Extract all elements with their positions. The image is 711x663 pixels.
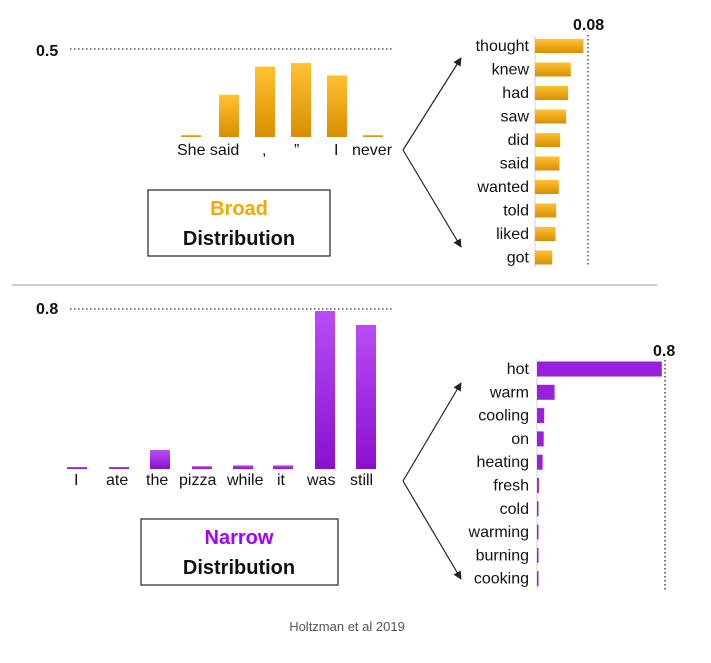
token-i-2: I <box>74 472 78 489</box>
broad-next-label-6: wanted <box>476 179 529 196</box>
narrow-next-label-9: cooking <box>474 571 529 588</box>
narrow-arrow-down <box>402 480 462 580</box>
narrow-next-bar-4 <box>537 454 543 470</box>
broad-next-bar-2 <box>535 86 569 100</box>
broad-next-bar-1 <box>535 62 571 77</box>
broad-ymax-label: 0.5 <box>36 43 58 60</box>
broad-next-label-9: got <box>507 250 530 267</box>
broad-bar-0 <box>181 135 201 137</box>
broad-bar-3 <box>291 63 311 137</box>
narrow-label-word: Narrow <box>205 527 274 549</box>
broad-next-label-5: said <box>500 156 529 173</box>
broad-panel: 0.5 She said , ” I never Broad Distribut… <box>36 17 604 268</box>
narrow-next-bar-9 <box>537 571 539 587</box>
narrow-bar-6 <box>315 311 335 469</box>
narrow-next-token-bars: hot warm cooling on heating fresh cold warming b… <box>468 359 662 589</box>
broad-label-box <box>147 189 331 257</box>
narrow-next-bar-8 <box>537 547 539 563</box>
narrow-next-label-7: warming <box>468 524 529 541</box>
narrow-next-bar-5 <box>537 478 539 493</box>
narrow-bar-5 <box>273 465 293 469</box>
broad-arrow-down <box>402 149 462 248</box>
broad-next-xmax-label: 0.08 <box>573 17 604 34</box>
token-was: was <box>306 472 335 489</box>
broad-next-label-7: told <box>503 203 529 220</box>
narrow-next-bar-7 <box>537 524 539 540</box>
narrow-next-label-4: heating <box>477 454 530 471</box>
broad-label-word: Broad <box>210 198 268 220</box>
token-it: it <box>277 472 286 489</box>
broad-next-label-3: saw <box>501 109 530 126</box>
narrow-next-label-0: hot <box>507 361 530 378</box>
broad-next-label-1: knew <box>492 62 530 79</box>
narrow-next-label-5: fresh <box>493 478 529 495</box>
narrow-bar-3 <box>192 466 212 469</box>
narrow-next-label-8: burning <box>476 547 529 564</box>
broad-next-bar-0 <box>535 39 584 53</box>
narrow-bar-4 <box>233 465 253 469</box>
broad-arrow-up <box>402 57 462 151</box>
token-the: the <box>146 472 168 489</box>
narrow-label-box <box>140 518 339 586</box>
token-ate: ate <box>106 472 128 489</box>
token-she-said: She said <box>177 142 239 159</box>
narrow-bar-0 <box>67 467 87 469</box>
narrow-next-label-2: cooling <box>478 408 529 425</box>
broad-bars <box>181 63 383 137</box>
narrow-bars <box>67 311 376 469</box>
broad-bar-2 <box>255 66 275 137</box>
broad-next-bar-5 <box>535 156 560 171</box>
broad-next-bar-4 <box>535 133 561 147</box>
narrow-next-label-3: on <box>511 431 529 448</box>
broad-next-bar-6 <box>535 180 559 194</box>
narrow-next-xmax-label: 0.8 <box>653 343 675 360</box>
narrow-bar-7 <box>356 325 376 469</box>
narrow-ymax-label: 0.8 <box>36 301 58 318</box>
broad-next-bar-9 <box>535 250 553 265</box>
broad-bar-1 <box>219 94 239 137</box>
token-still: still <box>350 472 373 489</box>
broad-next-bar-3 <box>535 109 567 124</box>
token-never: never <box>352 142 393 159</box>
broad-next-bar-8 <box>535 227 556 241</box>
token-quote: ” <box>294 142 299 159</box>
narrow-bar-1 <box>109 467 129 469</box>
token-i: I <box>334 142 338 159</box>
broad-next-label-0: thought <box>476 38 530 55</box>
figure-caption: Holtzman et al 2019 <box>289 619 405 634</box>
narrow-next-bar-2 <box>537 408 545 424</box>
narrow-next-bar-3 <box>537 431 544 447</box>
broad-bar-5 <box>363 135 383 137</box>
broad-next-label-4: did <box>508 132 529 149</box>
narrow-next-label-1: warm <box>489 384 529 401</box>
broad-bar-4 <box>327 75 347 137</box>
narrow-next-label-6: cold <box>500 501 529 518</box>
narrow-next-bar-1 <box>537 384 555 400</box>
broad-next-label-8: liked <box>496 226 529 243</box>
narrow-bar-2 <box>150 450 170 469</box>
token-while: while <box>226 472 264 489</box>
token-pizza: pizza <box>179 472 216 489</box>
broad-next-label-2: had <box>502 85 529 102</box>
broad-label-distribution: Distribution <box>183 228 295 250</box>
narrow-panel: 0.8 I ate the pizza while it was still N… <box>36 301 675 592</box>
narrow-arrow-up <box>402 382 462 482</box>
broad-next-token-bars: thought knew had saw did said wanted told liked g… <box>476 36 584 268</box>
narrow-next-bar-6 <box>537 501 539 517</box>
narrow-label-distribution: Distribution <box>183 557 295 579</box>
broad-next-bar-7 <box>535 203 557 218</box>
narrow-next-bar-0 <box>537 361 662 377</box>
token-comma: , <box>262 142 266 159</box>
